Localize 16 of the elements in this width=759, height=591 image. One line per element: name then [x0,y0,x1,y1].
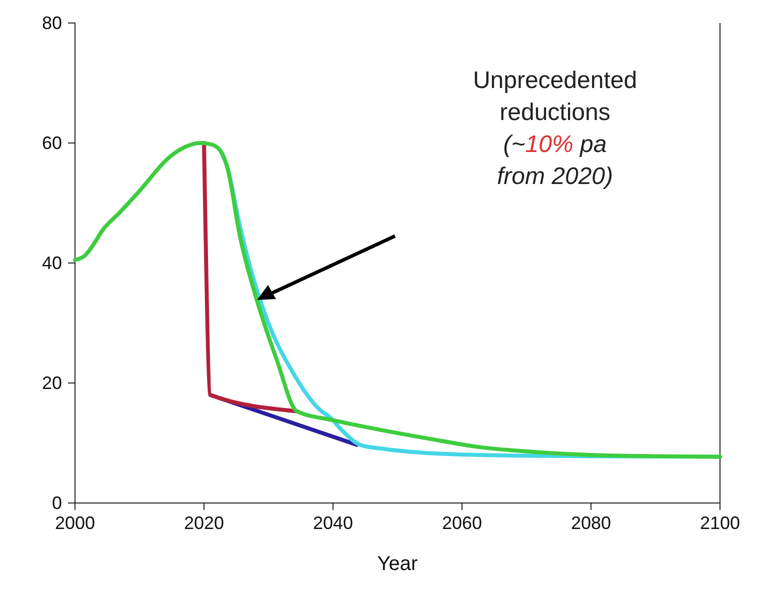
x-tick-label: 2060 [442,512,482,533]
y-tick-label: 80 [42,12,62,33]
x-tick-label: 2040 [312,512,354,533]
y-tick-label: 20 [42,372,62,393]
y-tick-label: 0 [52,492,62,513]
annotation: (~10% pa [503,131,607,158]
x-tick-label: 2080 [570,512,612,533]
annotation: Unprecedented [472,67,638,94]
x-tick-label: 2000 [54,512,96,533]
y-tick-label: 60 [42,132,62,153]
x-tick-label: 2100 [700,512,740,533]
x-axis-title: Year [377,553,418,575]
y-tick-label: 40 [42,252,62,273]
annotation: from 2020) [496,163,614,190]
x-tick-label: 2020 [184,512,224,533]
annotation: reductions [500,99,610,126]
